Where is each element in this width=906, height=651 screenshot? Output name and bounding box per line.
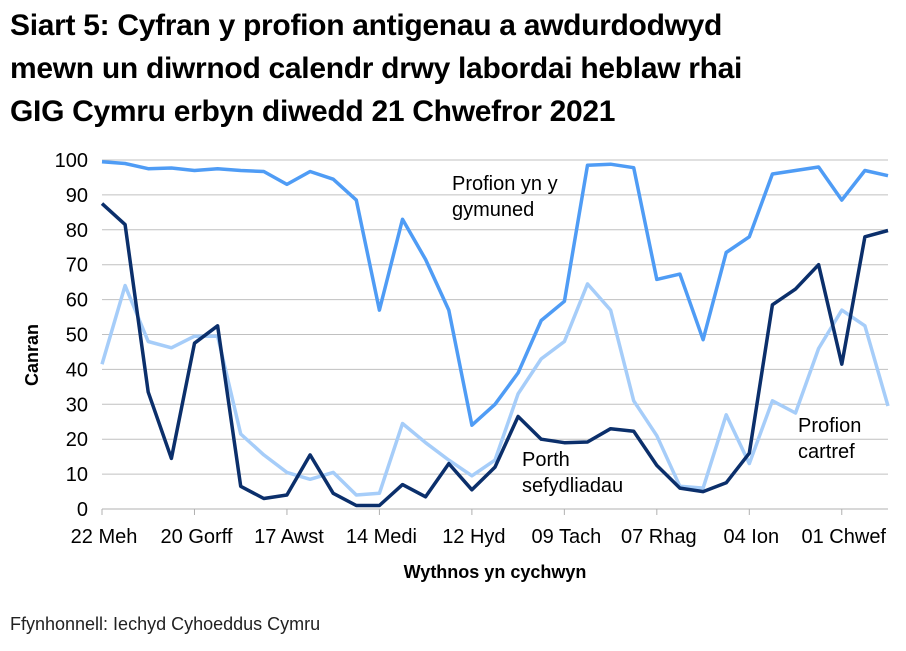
source-note: Ffynhonnell: Iechyd Cyhoeddus Cymru [10, 614, 321, 634]
svg-text:cartref: cartref [798, 441, 855, 463]
y-tick-label: 50 [66, 325, 88, 347]
annotation-porth: Porth sefydliadau [522, 449, 623, 497]
annotation-community: Profion yn y gymuned [452, 173, 558, 221]
x-tick-label: 12 Hyd [442, 526, 505, 548]
x-tick-label: 04 Ion [723, 526, 779, 548]
x-axis-title: Wythnos yn cychwyn [404, 562, 587, 582]
title-line-1: Siart 5: Cyfran y profion antigenau a aw… [10, 9, 723, 42]
y-tick-label: 40 [66, 359, 88, 381]
x-tick-label: 09 Tach [532, 526, 602, 548]
svg-text:Porth: Porth [522, 449, 570, 471]
chart-title: Siart 5: Cyfran y profion antigenau a aw… [10, 4, 900, 133]
x-tick-label: 20 Gorff [161, 526, 233, 548]
y-tick-label: 100 [55, 150, 88, 172]
y-tick-label: 60 [66, 290, 88, 312]
y-tick-label: 30 [66, 394, 88, 416]
x-axis: 22 Meh 20 Gorff 17 Awst 14 Medi 12 Hyd 09 Tac… [71, 508, 888, 548]
x-tick-label: 14 Medi [346, 526, 417, 548]
y-tick-label: 0 [77, 499, 88, 521]
x-tick-label: 22 Meh [71, 526, 138, 548]
x-tick-label: 01 Chwef [802, 526, 887, 548]
title-line-3: GIG Cymru erbyn diwedd 21 Chwefror 2021 [10, 95, 616, 128]
series-line [101, 159, 889, 427]
y-axis-ticks: 0 10 20 30 40 50 60 70 80 90 100 [55, 150, 88, 521]
y-tick-label: 90 [66, 185, 88, 207]
svg-text:sefydliadau: sefydliadau [522, 475, 623, 497]
svg-text:Profion yn y: Profion yn y [452, 173, 558, 195]
series-lines [100, 159, 890, 508]
x-tick-label: 17 Awst [254, 526, 324, 548]
series-line [100, 282, 890, 497]
svg-text:gymuned: gymuned [452, 199, 534, 221]
y-tick-label: 80 [66, 220, 88, 242]
y-tick-label: 20 [66, 429, 88, 451]
annotation-home: Profion cartref [798, 415, 861, 463]
series-line [100, 202, 889, 508]
y-tick-label: 70 [66, 255, 88, 277]
x-tick-label: 07 Rhag [621, 526, 697, 548]
svg-text:Profion: Profion [798, 415, 861, 437]
y-axis-title: Canran [22, 324, 42, 386]
title-line-2: mewn un diwrnod calendr drwy labordai he… [10, 52, 743, 85]
y-tick-label: 10 [66, 464, 88, 486]
